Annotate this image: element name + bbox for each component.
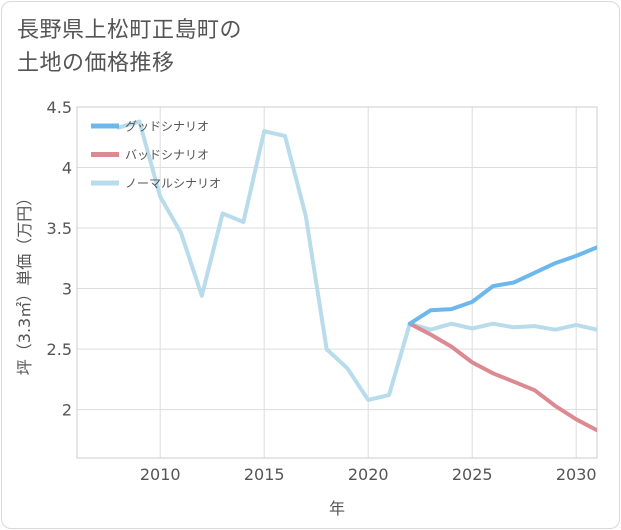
series-line-bad bbox=[407, 321, 597, 433]
x-tick-label: 2030 bbox=[556, 465, 597, 484]
x-tick-label: 2025 bbox=[452, 465, 493, 484]
x-axis: 2010 2015 2020 2025 2030 bbox=[140, 465, 597, 484]
series-line-normal bbox=[116, 119, 597, 402]
legend-label: バッドシナリオ bbox=[125, 148, 209, 162]
y-tick-label: 3.5 bbox=[47, 219, 72, 238]
y-tick-label: 4 bbox=[62, 159, 72, 178]
x-tick-label: 2020 bbox=[348, 465, 389, 484]
title-line-2: 土地の価格推移 bbox=[17, 51, 175, 76]
legend-label: ノーマルシナリオ bbox=[125, 177, 221, 191]
x-tick-label: 2010 bbox=[140, 465, 181, 484]
y-axis: 2 2.5 3 3.5 4 4.5 bbox=[47, 98, 72, 420]
y-tick-label: 3 bbox=[62, 280, 72, 299]
y-tick-label: 2 bbox=[62, 401, 72, 420]
series-layer bbox=[116, 119, 597, 433]
legend-label: グッドシナリオ bbox=[125, 120, 209, 134]
chart-title: 長野県上松町正島町の 土地の価格推移 bbox=[17, 14, 242, 80]
y-tick-label: 4.5 bbox=[47, 98, 72, 117]
y-axis-label: 坪（3.3㎡）単価（万円） bbox=[15, 190, 34, 375]
plot-area bbox=[76, 106, 598, 459]
title-line-1: 長野県上松町正島町の bbox=[17, 18, 243, 43]
x-tick-label: 2015 bbox=[244, 465, 285, 484]
x-axis-label: 年 bbox=[329, 499, 345, 518]
grid bbox=[77, 106, 597, 458]
y-tick-label: 2.5 bbox=[47, 340, 72, 359]
series-line-good bbox=[407, 245, 597, 326]
